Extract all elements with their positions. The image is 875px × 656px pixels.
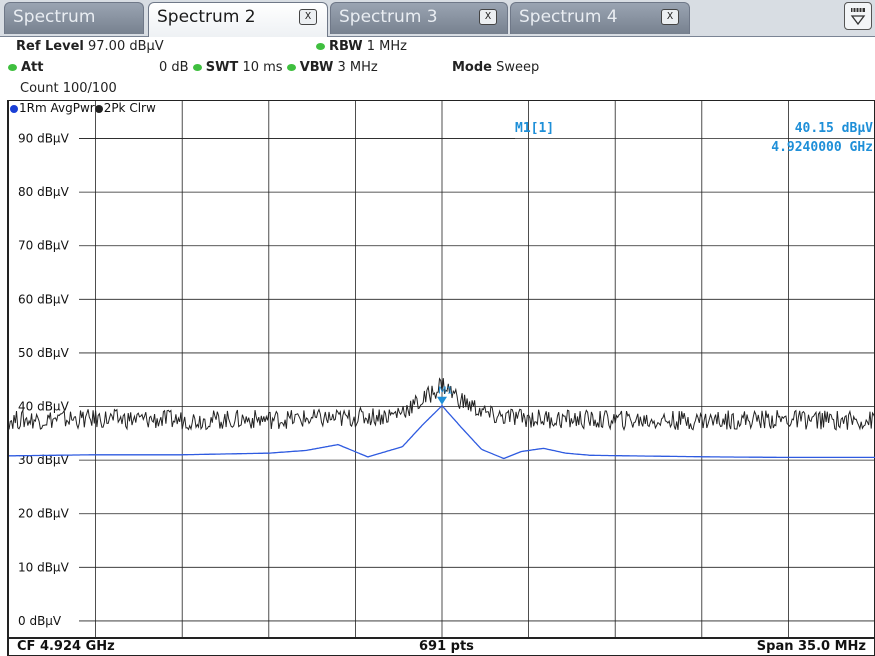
sweep-points: 691 pts [419,639,474,654]
tab-spectrum[interactable]: Spectrum [4,2,144,34]
tab-close-icon[interactable]: X [661,9,679,25]
trace1-color-icon [10,104,18,113]
measurement-settings: Ref Level 97.00 dBµV RBW 1 MHz Att 0 dB … [0,37,875,100]
vbw-label: VBW [299,60,334,75]
spectrum-diagram[interactable] [8,100,875,638]
marker-level: 40.15 dBµV [795,121,873,136]
tab-label: Spectrum 3 [339,7,438,27]
y-tick-label: 50 dBµV [18,346,70,360]
trace2-legend: 2Pk Clrw [103,101,156,115]
tab-close-icon[interactable]: X [299,9,317,25]
tab-bar: Spectrum Spectrum 2 X Spectrum 3 X Spect… [0,0,875,37]
marker-triangle-icon [437,396,447,405]
tab-label: Spectrum 4 [519,7,618,27]
y-tick-label: 90 dBµV [18,132,70,146]
center-frequency: CF 4.924 GHz [17,639,115,654]
rbw-label: RBW [329,39,363,54]
marker-frequency: 4.9240000 GHz [771,140,873,155]
rbw-row: RBW 1 MHz [316,39,407,54]
mode-value: Sweep [496,60,540,75]
trace-1-line [9,404,875,460]
status-footer: CF 4.924 GHz 691 pts Span 35.0 MHz [8,638,875,656]
y-tick-label: 40 dBµV [18,400,70,414]
att-row: Att [8,60,44,75]
status-dot-icon [8,64,17,71]
trace-layer [8,377,875,460]
mode-row: Mode Sweep [452,60,539,75]
trace2-color-icon [94,104,103,113]
menu-glyph [850,8,866,26]
tab-spectrum-2[interactable]: Spectrum 2 X [148,2,328,37]
y-tick-label: 10 dBµV [18,560,70,574]
tab-label: Spectrum [13,7,96,27]
marker-label: M1[1] [515,121,554,136]
rbw-value: 1 MHz [366,39,407,54]
marker-name: M1 [438,386,453,397]
mode-label: Mode [452,60,492,75]
status-dot-icon [286,64,296,71]
vbw-value: 3 MHz [337,60,378,75]
swt-value: 10 ms [242,60,283,75]
y-tick-label: 70 dBµV [18,239,70,253]
sweep-count: Count 100/100 [20,81,117,96]
trace-2-line [8,377,875,432]
trace-legend: 1Rm AvgPwr 2Pk Clrw [10,101,156,115]
tab-close-icon[interactable]: X [479,9,497,25]
span: Span 35.0 MHz [756,639,866,654]
marker-layer: M1[1] 40.15 dBµV 4.9240000 GHz M1 [437,121,873,405]
ref-level-value: 97.00 dBµV [88,39,164,54]
left-rail [0,100,8,656]
tab-spectrum-4[interactable]: Spectrum 4 X [510,2,690,34]
y-tick-labels: 90 dBµV 80 dBµV 70 dBµV 60 dBµV 50 dBµV 40 dB… [18,132,70,628]
menu-icon[interactable] [844,2,872,30]
swt-label: SWT [205,60,239,75]
ref-level-row: Ref Level 97.00 dBµV [16,39,164,54]
y-tick-label: 20 dBµV [18,507,70,521]
y-tick-label: 60 dBµV [18,292,70,306]
y-tick-label: 30 dBµV [18,453,70,467]
y-tick-label: 80 dBµV [18,185,70,199]
status-dot-icon [192,64,202,71]
att-label: Att [21,60,44,75]
status-dot-icon [316,43,325,50]
tab-label: Spectrum 2 [157,7,256,27]
att-value: 0 dB [159,60,189,75]
trace1-legend: 1Rm AvgPwr [19,101,95,115]
ref-level-label: Ref Level [16,39,84,54]
tab-spectrum-3[interactable]: Spectrum 3 X [330,2,508,34]
att-swt-row: 0 dB SWT 10 ms VBW 3 MHz [159,60,378,75]
y-tick-label: 0 dBµV [18,614,62,628]
grid [79,101,875,637]
